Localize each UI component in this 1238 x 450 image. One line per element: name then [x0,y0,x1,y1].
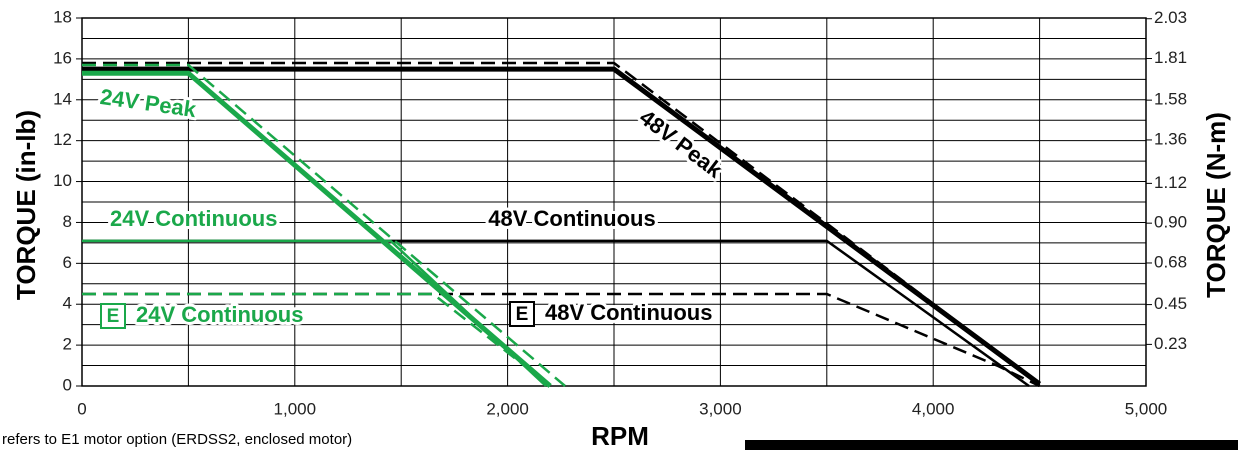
series-label: 24V Continuous [110,206,277,231]
series-line [82,70,552,388]
x-tick-label: 0 [77,399,86,418]
y-tick-label: 18 [53,7,72,26]
y2-tick-label: 0.68 [1154,252,1187,271]
x-tick-label: 1,000 [274,399,317,418]
y-tick-label: 0 [63,375,72,394]
y-tick-label: 12 [53,130,72,149]
series-line [82,239,547,387]
series-label: 24V Continuous [136,302,303,327]
decor-bar [745,440,1238,450]
series-line [82,292,551,387]
y-tick-label: 10 [53,171,72,190]
series-line [82,66,1042,386]
series-line [82,61,1041,385]
y-tick-label: 6 [63,253,72,272]
y2-tick-label: 1.36 [1154,129,1187,148]
marker-box [100,303,126,329]
series-label: 48V Continuous [545,300,712,325]
y2-axis-label: TORQUE (N-m) [1201,112,1231,298]
y2-tick-label: 1.12 [1154,173,1187,192]
x-tick-label: 5,000 [1125,399,1168,418]
y-tick-label: 8 [63,212,72,231]
x-tick-label: 3,000 [699,399,742,418]
x-tick-label: 2,000 [486,399,529,418]
marker-label: E [107,306,120,327]
y2-tick-label: 0.90 [1154,213,1187,232]
series-line [82,63,566,387]
y2-tick-label: 2.03 [1154,8,1187,27]
y2-tick-label: 1.58 [1154,90,1187,109]
y-tick-label: 14 [53,89,72,108]
y-tick-label: 2 [63,335,72,354]
x-tick-label: 4,000 [912,399,955,418]
x-axis-label: RPM [591,421,649,450]
marker-label: E [516,304,529,325]
y-axis-label: TORQUE (in-lb) [11,110,41,300]
y-tick-label: 16 [53,48,72,67]
series-label: 48V Continuous [488,206,655,231]
footnote: refers to E1 motor option (ERDSS2, enclo… [2,431,352,448]
y2-tick-label: 0.45 [1154,294,1187,313]
series-label: 24V Peak [98,84,198,122]
y2-tick-label: 0.23 [1154,334,1187,353]
marker-box [509,301,535,327]
series-line [82,292,1041,388]
y-tick-label: 4 [63,294,72,313]
y2-tick-label: 1.81 [1154,48,1187,67]
plot-frame [81,17,1147,387]
